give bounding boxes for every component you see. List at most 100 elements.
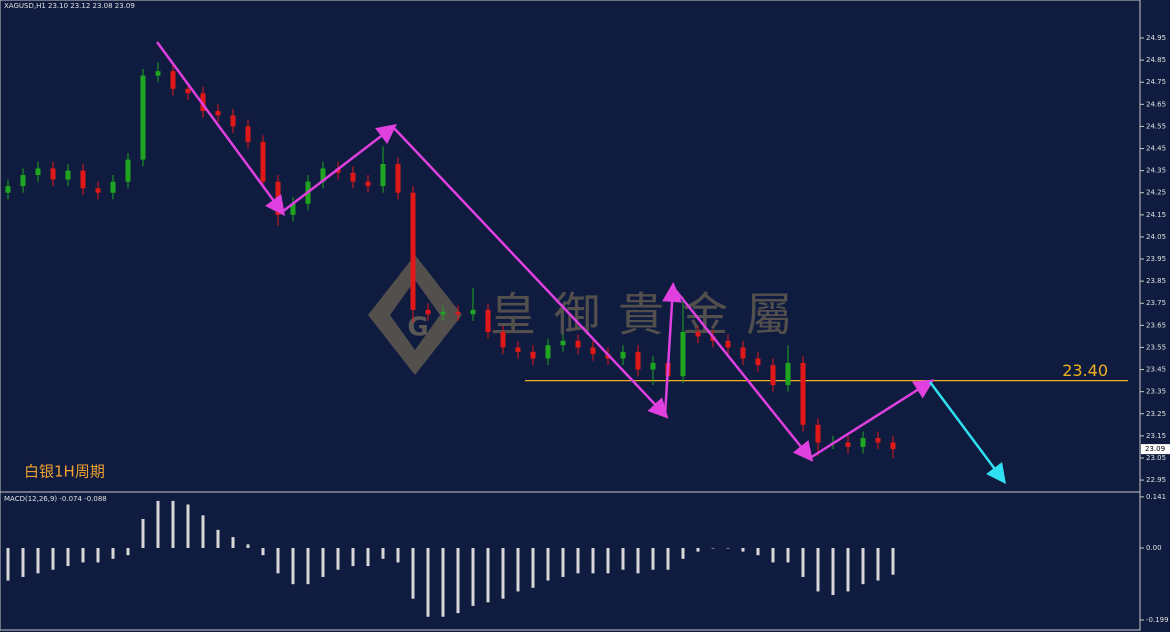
candle-body <box>890 442 896 450</box>
macd-bar <box>96 547 100 563</box>
candle-body <box>125 159 131 182</box>
macd-bar <box>441 547 445 617</box>
candle-body <box>515 347 521 352</box>
candle-body <box>695 331 701 337</box>
candle-body <box>215 110 221 116</box>
macd-bar <box>381 547 385 559</box>
macd-bar <box>516 547 520 592</box>
candle-body <box>470 309 476 315</box>
candle-body <box>95 188 101 193</box>
macd-bar <box>36 547 40 574</box>
macd-bar <box>831 547 835 596</box>
macd-bar <box>891 547 895 575</box>
candle-body <box>185 88 191 94</box>
candle-body <box>365 181 371 187</box>
y-tick-label: 24.25 <box>1146 189 1166 197</box>
y-tick-label: 24.65 <box>1146 100 1166 108</box>
macd-bar <box>576 547 580 574</box>
macd-bar <box>261 547 265 556</box>
macd-bar <box>561 547 565 577</box>
y-tick-label: 23.65 <box>1146 321 1166 329</box>
candle-body <box>155 71 161 76</box>
y-tick-label: 23.45 <box>1146 366 1166 374</box>
candle-body <box>230 115 236 127</box>
last-price-label: 23.09 <box>1145 445 1165 453</box>
macd-bar <box>666 547 670 570</box>
macd-bar <box>606 547 610 574</box>
candle-body <box>65 170 71 180</box>
macd-bar <box>81 547 85 563</box>
macd-bar <box>846 547 850 592</box>
y-tick-label: 24.45 <box>1146 145 1166 153</box>
macd-bar <box>186 504 190 548</box>
candle-body <box>50 168 56 180</box>
macd-bar <box>471 547 475 606</box>
candle-body <box>860 438 866 447</box>
macd-bar <box>531 547 535 588</box>
candle-body <box>320 168 326 182</box>
candle-body <box>845 442 851 447</box>
macd-bar <box>231 537 235 548</box>
y-tick-label: 23.55 <box>1146 343 1166 351</box>
candle-body <box>290 203 296 215</box>
candle-body <box>260 141 266 182</box>
caption: 白银1H周期 <box>24 463 105 481</box>
candle-body <box>545 345 551 359</box>
y-tick-label: -0.199 <box>1146 616 1169 624</box>
macd-bar <box>366 547 370 567</box>
macd-bar <box>651 547 655 570</box>
macd-bar <box>486 547 490 603</box>
y-tick-label: 24.85 <box>1146 56 1166 64</box>
macd-bar <box>681 547 685 559</box>
candle-body <box>785 362 791 386</box>
candle-body <box>815 424 821 443</box>
candle-body <box>5 186 11 193</box>
candle-body <box>35 168 41 176</box>
candle-body <box>620 351 626 359</box>
candle-body <box>755 358 761 366</box>
candle-body <box>725 340 731 348</box>
macd-title: MACD(12,26,9) -0.074 -0.088 <box>4 495 107 503</box>
macd-bar <box>696 547 700 552</box>
macd-bar <box>711 547 715 549</box>
macd-bar <box>66 547 70 567</box>
macd-bar <box>246 544 250 548</box>
last-price-box <box>1141 444 1170 455</box>
svg-text:G: G <box>407 313 428 343</box>
macd-bar <box>621 547 625 570</box>
level-label: 23.40 <box>1062 361 1108 380</box>
candle-body <box>680 331 686 377</box>
macd-bar <box>321 547 325 577</box>
y-tick-label: 23.35 <box>1146 388 1166 396</box>
macd-bar <box>741 547 745 552</box>
macd-bar <box>456 547 460 614</box>
candle-body <box>560 340 566 346</box>
y-tick-label: 24.75 <box>1146 78 1166 86</box>
macd-bar <box>351 547 355 567</box>
macd-bar <box>306 547 310 585</box>
watermark-text: 皇御貴金屬 <box>490 288 810 342</box>
y-tick-label: 0.00 <box>1146 544 1162 552</box>
macd-bar <box>816 547 820 592</box>
candle-body <box>485 309 491 332</box>
macd-bar <box>111 547 115 559</box>
candle-body <box>500 331 506 348</box>
y-tick-label: 0.141 <box>1146 493 1166 501</box>
macd-bar <box>171 500 175 548</box>
y-tick-label: 23.25 <box>1146 410 1166 418</box>
chart-title: XAGUSD,H1 23.10 23.12 23.08 23.09 <box>4 2 135 10</box>
candle-body <box>650 362 656 370</box>
macd-bar <box>591 547 595 574</box>
macd-bar <box>141 518 145 548</box>
macd-bar <box>786 547 790 563</box>
candle-body <box>800 362 806 425</box>
y-tick-label: 24.55 <box>1146 122 1166 130</box>
watermark: G 皇御貴金屬 <box>368 255 810 375</box>
y-tick-label: 23.75 <box>1146 299 1166 307</box>
macd-bar <box>501 547 505 599</box>
macd-bar <box>861 547 865 585</box>
macd-bar <box>756 547 760 556</box>
macd-bar <box>801 547 805 577</box>
y-tick-label: 23.95 <box>1146 255 1166 263</box>
zigzag-annotation <box>155 41 1006 485</box>
